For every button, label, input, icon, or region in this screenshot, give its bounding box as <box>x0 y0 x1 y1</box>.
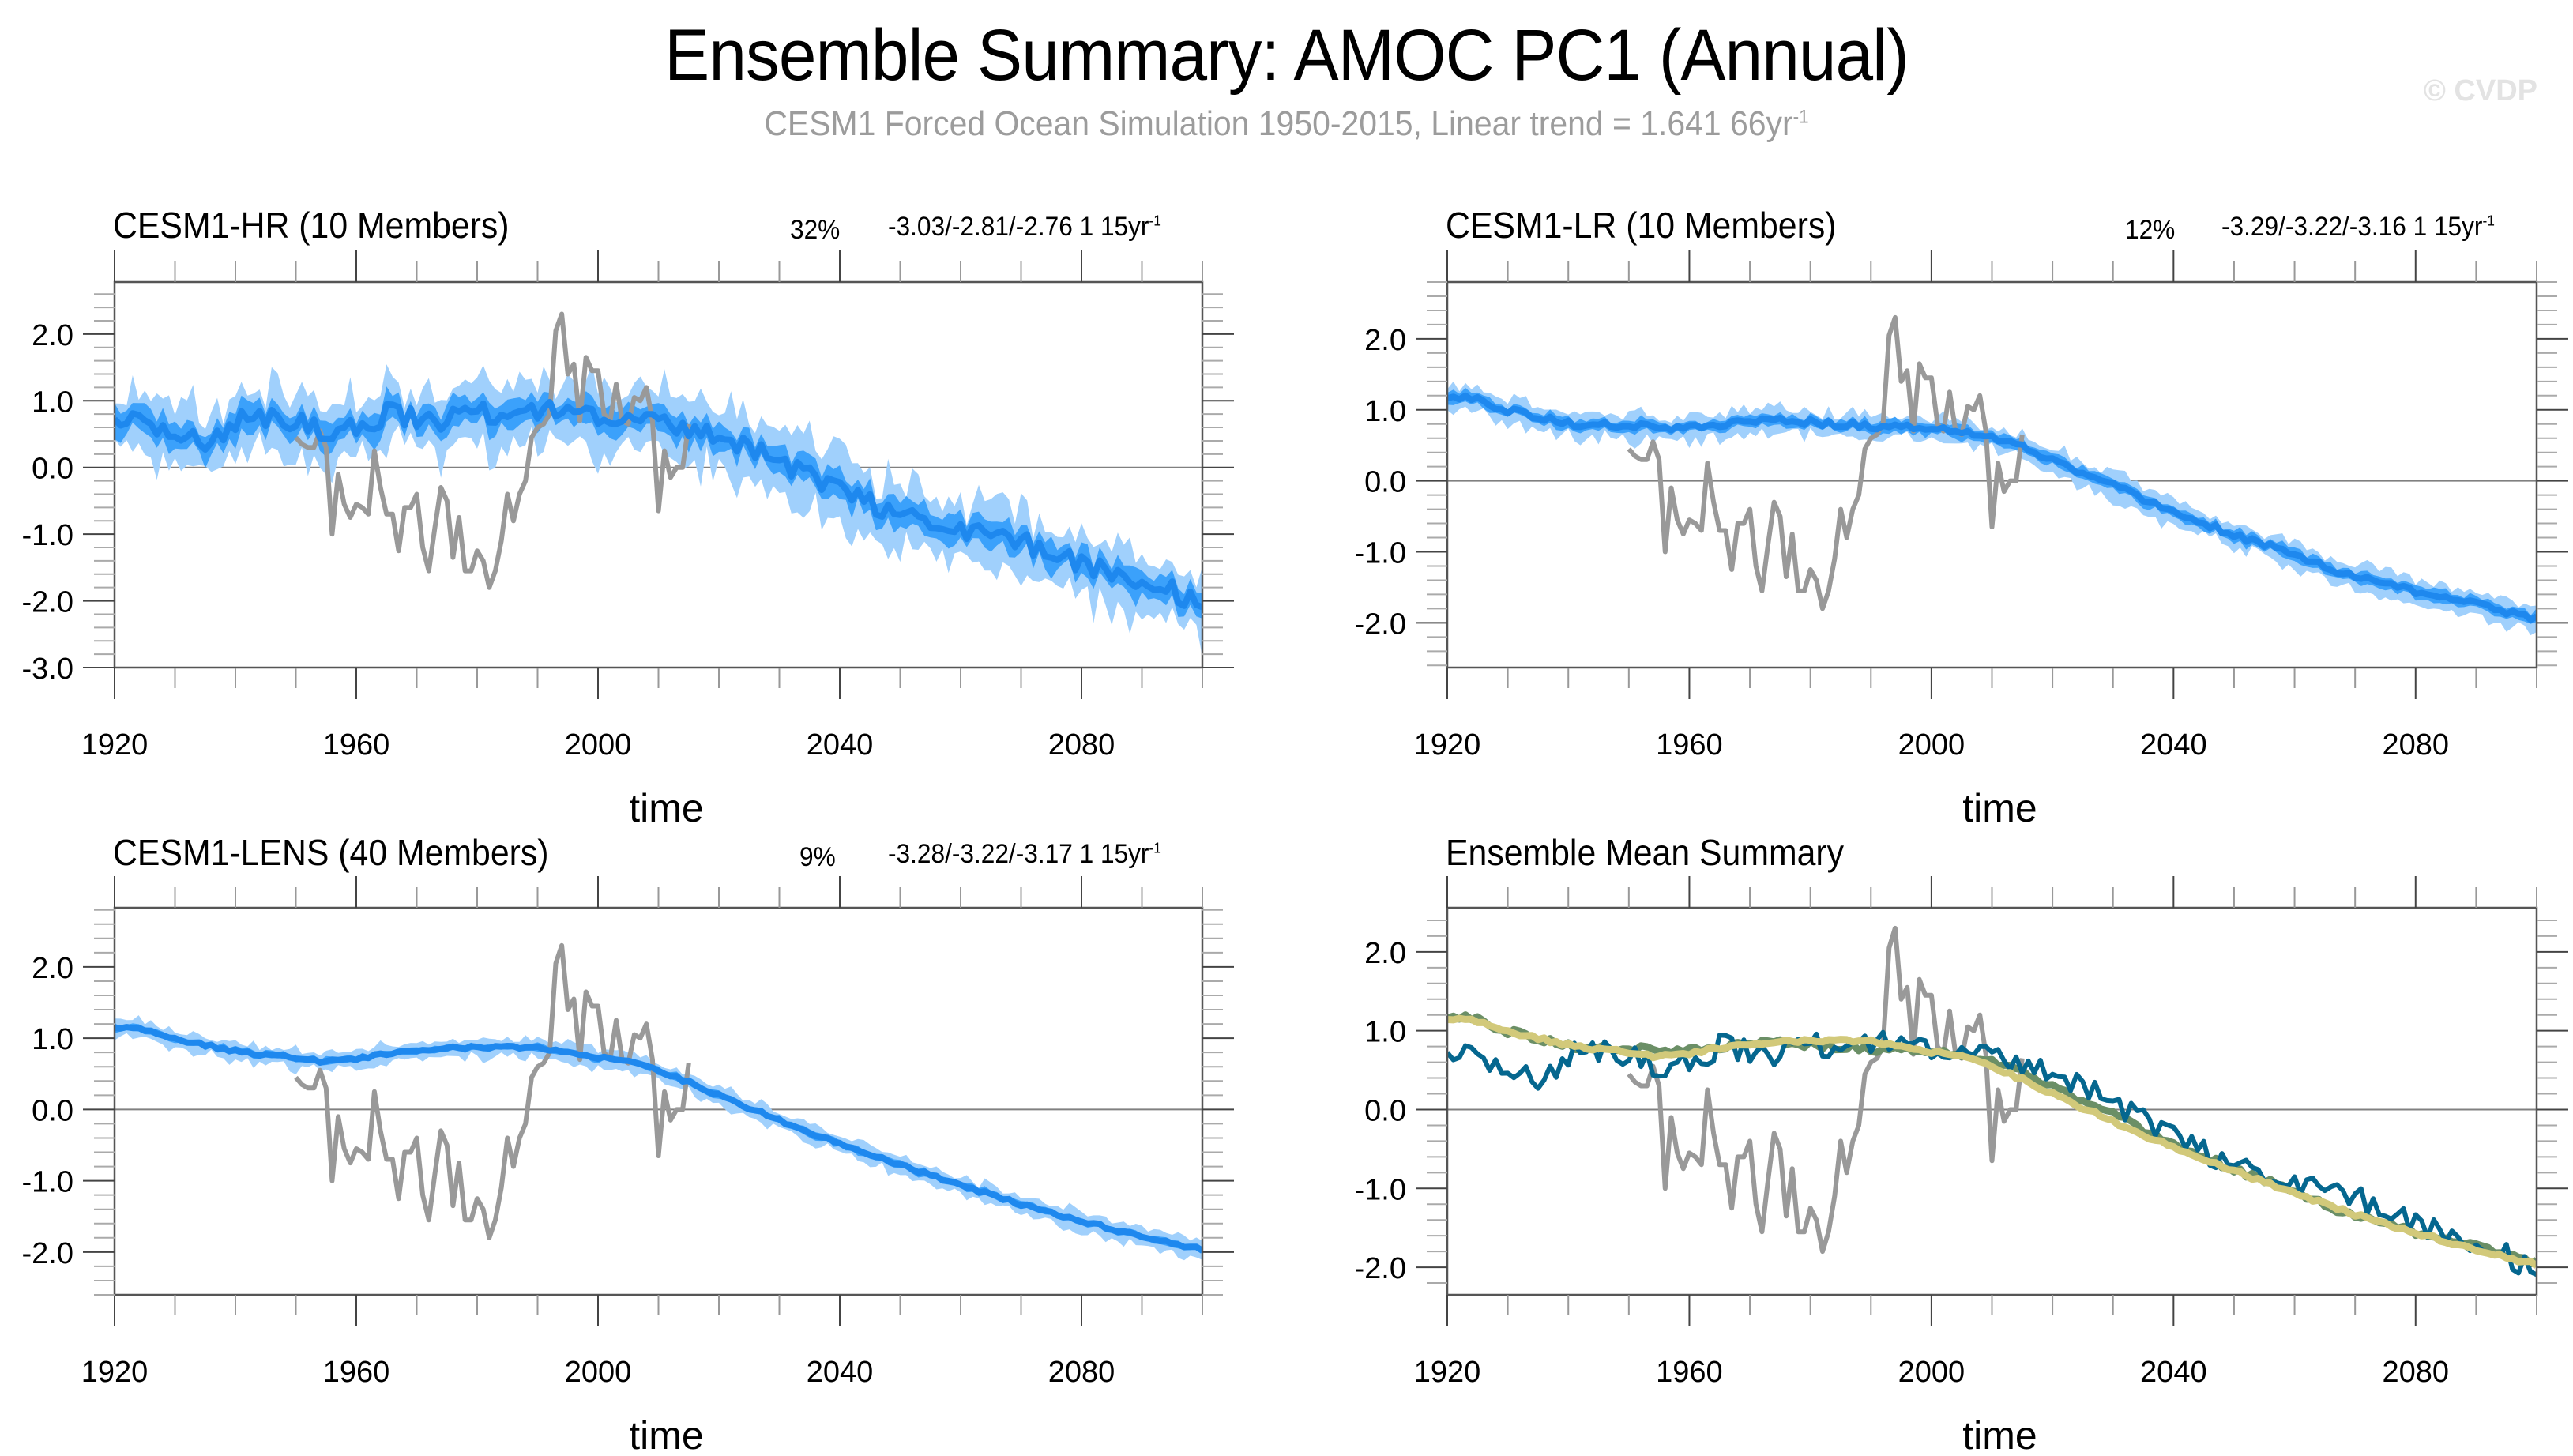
plot-frame <box>113 280 1204 669</box>
x-tick-label: 1920 <box>81 728 149 762</box>
x-tick-label: 2080 <box>2383 728 2450 762</box>
x-tick-label: 2000 <box>1898 728 1965 762</box>
plot-area <box>115 311 1202 657</box>
x-tick-label: 2040 <box>2140 728 2207 762</box>
x-tick-label: 1920 <box>1414 1356 1481 1389</box>
x-tick-label: 1960 <box>1656 1356 1723 1389</box>
y-tick-label: 0.0 <box>1364 466 1406 499</box>
y-tick-label: 1.0 <box>1364 1016 1406 1049</box>
x-tick-label: 1960 <box>323 728 390 762</box>
y-tick-label: -1.0 <box>22 519 73 552</box>
x-tick-label: 2000 <box>1898 1356 1965 1389</box>
x-tick-label: 1960 <box>1656 728 1723 762</box>
plot-frame <box>1446 280 2538 669</box>
y-tick-label: 1.0 <box>1364 395 1406 428</box>
stat-pct-hr: 32% <box>790 215 841 245</box>
y-tick-label: 0.0 <box>32 1094 73 1127</box>
plot-frame <box>1446 906 2538 1296</box>
y-tick-label: 2.0 <box>1364 324 1406 357</box>
panel-lens: 1920 1960 2000 2040 2080 2.0 1.0 0.0 -1.0 -2.0 tim… <box>22 876 1234 1456</box>
x-axis-title: time <box>1962 1413 2037 1456</box>
subtitle-text: CESM1 Forced Ocean Simulation 1950-2015,… <box>764 104 1793 143</box>
panel-lr: 1920 1960 2000 2040 2080 2.0 1.0 0.0 -1.0 -2.0 tim… <box>1355 250 2568 830</box>
x-axis-title: time <box>1962 786 2037 830</box>
x-axis-title: time <box>629 786 703 830</box>
panel-title-summary: Ensemble Mean Summary <box>1446 832 1845 873</box>
y-tick-label: -2.0 <box>1355 1252 1406 1285</box>
plot-frame <box>113 906 1204 1296</box>
x-tick-label: 1920 <box>81 1356 149 1389</box>
y-tick-label: -2.0 <box>22 1237 73 1270</box>
stat-trend-sup: -1 <box>1149 212 1161 229</box>
plot-area <box>1447 314 2537 636</box>
x-tick-label: 1920 <box>1414 728 1481 762</box>
figure-subtitle: CESM1 Forced Ocean Simulation 1950-2015,… <box>90 104 2483 144</box>
panel-title-lr: CESM1-LR (10 Members) <box>1446 205 1837 246</box>
x-tick-label: 2080 <box>1048 728 1115 762</box>
x-tick-label: 2040 <box>807 1356 874 1389</box>
plot-area <box>115 942 1202 1261</box>
observation-line <box>294 942 691 1240</box>
panel-hr: 1920 1960 2000 2040 2080 2.0 1.0 0.0 -1.0 -2.0 -3.… <box>22 250 1234 830</box>
y-tick-label: -1.0 <box>1355 1173 1406 1206</box>
x-axis-title: time <box>629 1413 703 1456</box>
stat-pct-lens: 9% <box>799 842 836 872</box>
y-tick-label: -3.0 <box>22 653 73 686</box>
y-tick-label: 0.0 <box>32 453 73 486</box>
y-tick-label: 1.0 <box>32 1023 73 1056</box>
stat-trend-lr: -3.29/-3.22/-3.16 1 15yr-1 <box>2221 212 2495 243</box>
y-tick-label: 2.0 <box>32 319 73 352</box>
x-tick-label: 2080 <box>2383 1356 2450 1389</box>
ensemble-mean-line <box>115 1024 1202 1254</box>
summary-line-hr <box>1447 1029 2537 1277</box>
y-tick-label: -2.0 <box>22 586 73 619</box>
observation-line <box>1627 314 2025 611</box>
y-tick-label: -1.0 <box>1355 537 1406 570</box>
y-tick-label: -1.0 <box>22 1166 73 1199</box>
stat-trend-hr: -3.03/-2.81/-2.76 1 15yr-1 <box>888 212 1161 243</box>
panel-title-lens: CESM1-LENS (40 Members) <box>113 832 549 873</box>
y-tick-label: 2.0 <box>1364 937 1406 970</box>
y-tick-label: 0.0 <box>1364 1094 1406 1127</box>
spread-band-outer <box>115 364 1202 657</box>
stat-trend-text: -3.29/-3.22/-3.16 1 15yr <box>2221 212 2483 242</box>
y-tick-label: -2.0 <box>1355 608 1406 641</box>
x-tick-label: 1960 <box>323 1356 390 1389</box>
plot-area <box>1447 925 2537 1277</box>
x-tick-label: 2000 <box>565 1356 632 1389</box>
x-tick-label: 2080 <box>1048 1356 1115 1389</box>
observation-line <box>1627 925 2025 1255</box>
subtitle-superscript: -1 <box>1792 106 1809 128</box>
stat-trend-text: -3.03/-2.81/-2.76 1 15yr <box>888 212 1149 242</box>
panel-summary: 1920 1960 2000 2040 2080 2.0 1.0 0.0 -1.0 -2.0 tim… <box>1355 876 2568 1456</box>
figure-title: Ensemble Summary: AMOC PC1 (Annual) <box>664 15 1909 96</box>
x-tick-label: 2040 <box>807 728 874 762</box>
y-tick-label: 2.0 <box>32 952 73 985</box>
panel-title-hr: CESM1-HR (10 Members) <box>113 205 510 246</box>
ensemble-mean-line <box>1447 392 2537 623</box>
stat-trend-lens: -3.28/-3.22/-3.17 1 15yr-1 <box>888 839 1161 870</box>
cvdp-credit: © CVDP <box>2423 74 2537 107</box>
stat-trend-text: -3.28/-3.22/-3.17 1 15yr <box>888 839 1149 869</box>
stat-pct-lr: 12% <box>2125 215 2176 245</box>
y-tick-label: 1.0 <box>32 386 73 419</box>
ensemble-mean-line <box>115 398 1202 611</box>
x-tick-label: 2000 <box>565 728 632 762</box>
x-tick-label: 2040 <box>2140 1356 2207 1389</box>
stat-trend-sup: -1 <box>2482 212 2495 229</box>
stat-trend-sup: -1 <box>1149 839 1161 856</box>
summary-line-lens <box>1447 1014 2537 1269</box>
